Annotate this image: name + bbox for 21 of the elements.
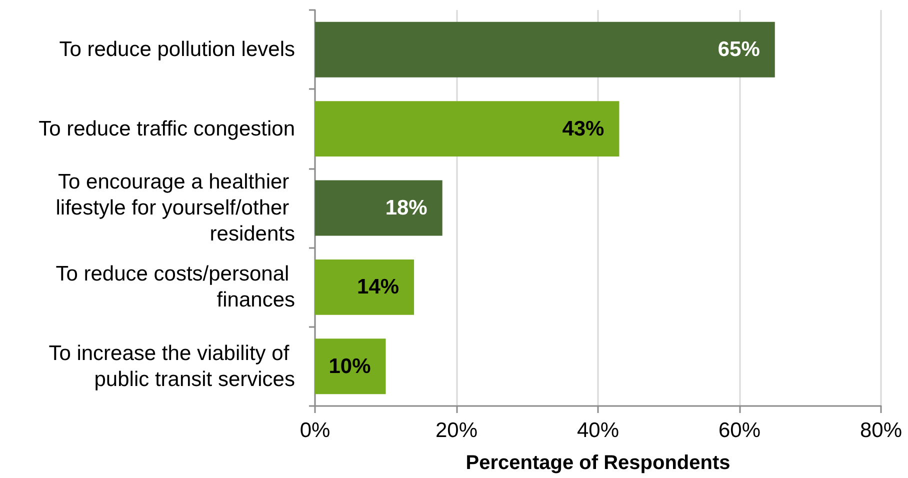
bar — [315, 22, 775, 78]
x-tick-label: 40% — [576, 419, 620, 442]
y-tick-label: To increase the viability of public transit services — [48, 342, 295, 391]
bar — [315, 101, 620, 157]
bar — [315, 180, 442, 236]
data-label: 65% — [718, 38, 760, 62]
y-tick-label: To reduce traffic congestion — [38, 117, 295, 140]
x-tick-label: 0% — [300, 419, 330, 442]
data-label: 10% — [328, 354, 372, 378]
bar — [315, 259, 414, 315]
x-tick-label: 80% — [860, 419, 902, 442]
data-label: 43% — [562, 117, 605, 140]
x-axis-title: Percentage of Respondents — [466, 452, 730, 474]
bar — [315, 338, 386, 394]
y-tick-label: To reduce pollution levels — [59, 38, 295, 62]
x-tick-label: 20% — [435, 419, 478, 442]
data-label: 18% — [385, 196, 428, 220]
x-tick-label: 60% — [718, 419, 761, 442]
y-tick-label: To encourage a healthier lifestyle for yourself/other residents — [56, 170, 295, 246]
y-tick-label: To reduce costs/personal finances — [56, 262, 295, 312]
data-label: 14% — [357, 276, 400, 299]
